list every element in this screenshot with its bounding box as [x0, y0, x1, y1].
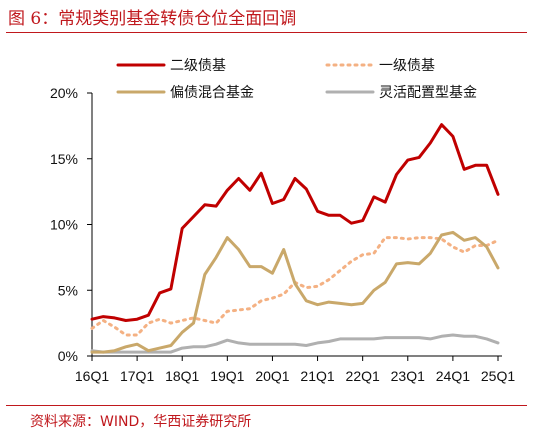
series-lines	[90, 123, 500, 354]
source-note: 资料来源：WIND，华西证券研究所	[30, 414, 252, 430]
x-tick-label: 17Q1	[120, 368, 154, 384]
y-tick-label: 10%	[50, 217, 78, 233]
x-tick-label: 16Q1	[75, 368, 109, 384]
y-tick-label: 20%	[50, 85, 78, 101]
x-tick-label: 21Q1	[300, 368, 334, 384]
y-tick-label: 15%	[50, 151, 78, 167]
x-tick-label: 23Q1	[391, 368, 425, 384]
x-tick-label: 20Q1	[255, 368, 289, 384]
series-line-2	[90, 230, 500, 354]
x-tick-label: 18Q1	[165, 368, 199, 384]
y-tick-label: 5%	[58, 282, 78, 298]
legend-label-3: 灵活配置型基金	[379, 84, 477, 101]
y-tick-label: 0%	[58, 348, 78, 364]
series-line-3	[90, 333, 500, 354]
x-tick-label: 24Q1	[436, 368, 470, 384]
source-divider	[6, 405, 527, 406]
axes: 0% 5% 10% 15% 20% 16Q1 17Q1 18Q1 19Q1 20Q1 21Q1 22Q…	[50, 85, 515, 384]
legend-label-1: 一级债基	[379, 57, 435, 74]
x-tick-label: 22Q1	[346, 368, 380, 384]
legend-label-0: 二级债基	[170, 57, 226, 74]
x-tick-label: 19Q1	[210, 368, 244, 384]
x-tick-label: 25Q1	[481, 368, 515, 384]
series-line-0	[90, 123, 500, 322]
title-divider	[6, 32, 527, 33]
chart-title: 图 6：常规类别基金转债仓位全面回调	[8, 9, 297, 29]
legend-label-2: 偏债混合基金	[170, 84, 254, 101]
